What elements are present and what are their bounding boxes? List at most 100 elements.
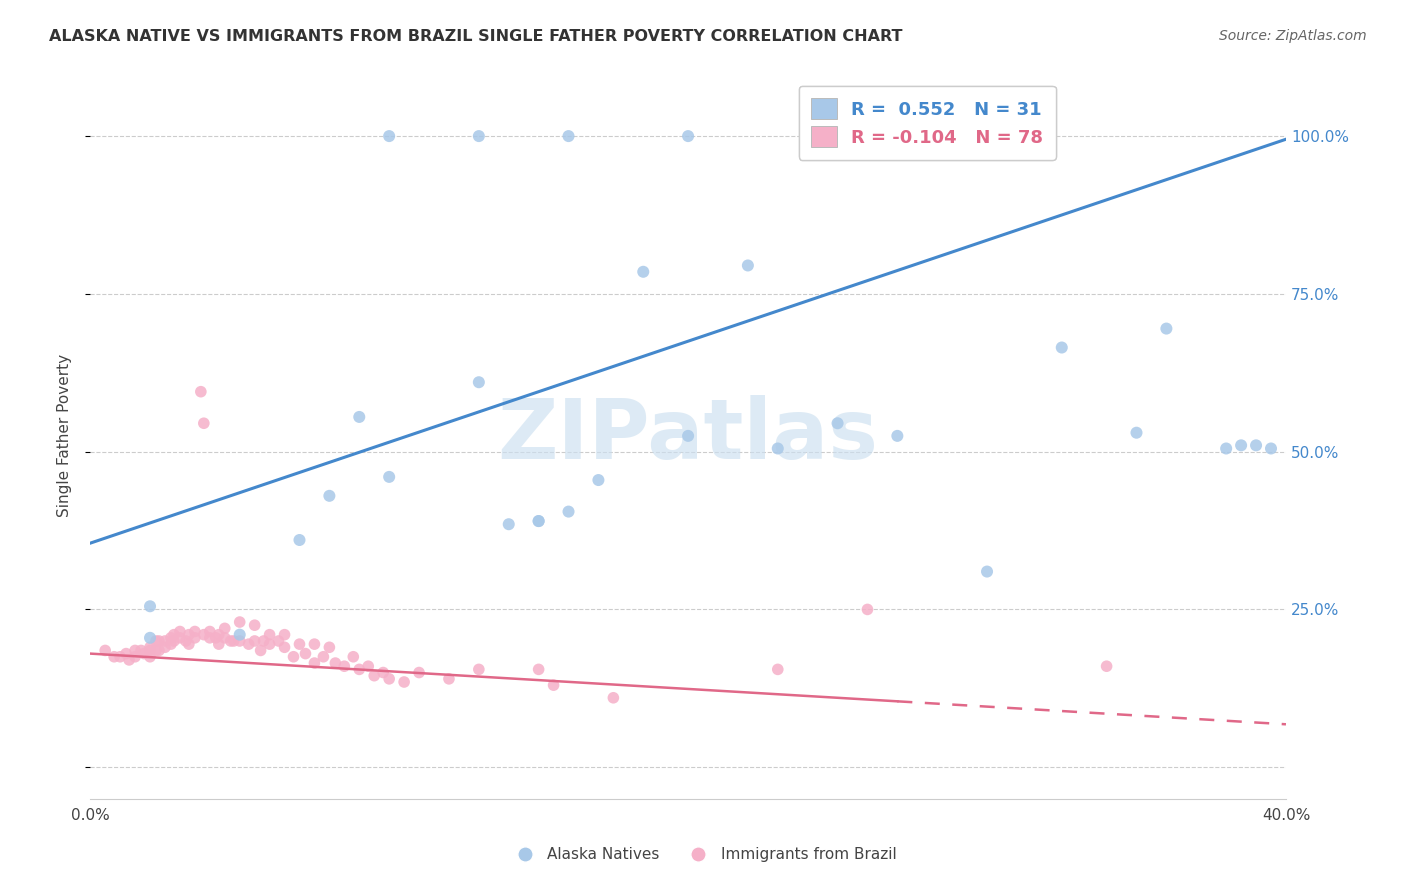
Point (118, 653, 141, 667)
Point (602, 690, 624, 705)
Point (737, 259, 759, 273)
Point (139, 643, 162, 657)
Text: ZIPatlas: ZIPatlas (498, 395, 879, 476)
Point (124, 649, 146, 664)
Point (238, 637, 260, 651)
Point (1230, 438, 1253, 452)
Point (766, 442, 789, 456)
Point (222, 634, 245, 648)
Point (198, 624, 221, 639)
Point (378, 470, 401, 484)
Point (527, 662, 550, 676)
Point (259, 628, 281, 642)
Point (139, 640, 162, 655)
Text: ALASKA NATIVE VS IMMIGRANTS FROM BRAZIL SINGLE FATHER POVERTY CORRELATION CHART: ALASKA NATIVE VS IMMIGRANTS FROM BRAZIL … (49, 29, 903, 44)
Y-axis label: Single Father Poverty: Single Father Poverty (58, 354, 72, 517)
Point (468, 662, 491, 676)
Point (633, 265, 655, 279)
Point (132, 647, 155, 661)
Point (139, 599, 162, 614)
Point (228, 628, 250, 642)
Point (139, 631, 162, 645)
Point (408, 665, 430, 680)
Point (886, 429, 908, 443)
Point (160, 631, 183, 645)
Point (363, 669, 385, 683)
Point (145, 643, 167, 657)
Point (312, 649, 335, 664)
Point (498, 517, 520, 532)
Point (676, 429, 699, 443)
Point (174, 634, 197, 648)
Point (259, 637, 281, 651)
Point (342, 649, 364, 664)
Point (288, 533, 311, 547)
Point (148, 643, 170, 657)
Point (1050, 341, 1073, 355)
Point (108, 649, 131, 664)
Point (228, 615, 250, 629)
Point (145, 634, 167, 648)
Point (115, 647, 138, 661)
Point (163, 628, 186, 642)
Point (249, 643, 271, 657)
Point (177, 637, 200, 651)
Point (304, 637, 326, 651)
Point (153, 640, 176, 655)
Point (243, 634, 266, 648)
Point (124, 643, 146, 657)
Point (1244, 438, 1267, 452)
Point (976, 565, 998, 579)
Point (1125, 425, 1147, 440)
Point (169, 631, 191, 645)
Point (190, 384, 212, 399)
Point (856, 602, 879, 616)
Point (243, 618, 266, 632)
Point (294, 647, 316, 661)
Point (1156, 321, 1178, 335)
Point (148, 634, 170, 648)
Point (219, 634, 242, 648)
Point (766, 662, 789, 676)
Point (283, 649, 305, 664)
Point (527, 514, 550, 528)
Point (193, 416, 215, 430)
Point (827, 416, 849, 430)
Point (437, 672, 460, 686)
Point (208, 637, 231, 651)
Legend: Alaska Natives, Immigrants from Brazil: Alaska Natives, Immigrants from Brazil (503, 841, 903, 868)
Point (318, 640, 340, 655)
Point (228, 634, 250, 648)
Point (468, 129, 491, 144)
Point (184, 631, 207, 645)
Point (357, 659, 380, 673)
Point (468, 376, 491, 390)
Point (273, 640, 295, 655)
Point (163, 634, 186, 648)
Point (160, 637, 183, 651)
Point (129, 643, 152, 657)
Point (267, 634, 290, 648)
Point (588, 473, 610, 487)
Point (94, 643, 117, 657)
Point (103, 649, 125, 664)
Point (543, 678, 565, 692)
Point (208, 628, 231, 642)
Point (153, 634, 176, 648)
Point (378, 129, 401, 144)
Point (349, 409, 371, 424)
Point (1215, 442, 1237, 456)
Point (557, 505, 579, 519)
Point (333, 659, 356, 673)
Point (527, 514, 550, 528)
Legend: R =  0.552   N = 31, R = -0.104   N = 78: R = 0.552 N = 31, R = -0.104 N = 78 (799, 86, 1056, 160)
Point (676, 129, 699, 144)
Point (193, 628, 215, 642)
Text: Source: ZipAtlas.com: Source: ZipAtlas.com (1219, 29, 1367, 43)
Point (169, 624, 191, 639)
Point (304, 656, 326, 670)
Point (325, 656, 347, 670)
Point (214, 631, 236, 645)
Point (184, 624, 207, 639)
Point (288, 637, 311, 651)
